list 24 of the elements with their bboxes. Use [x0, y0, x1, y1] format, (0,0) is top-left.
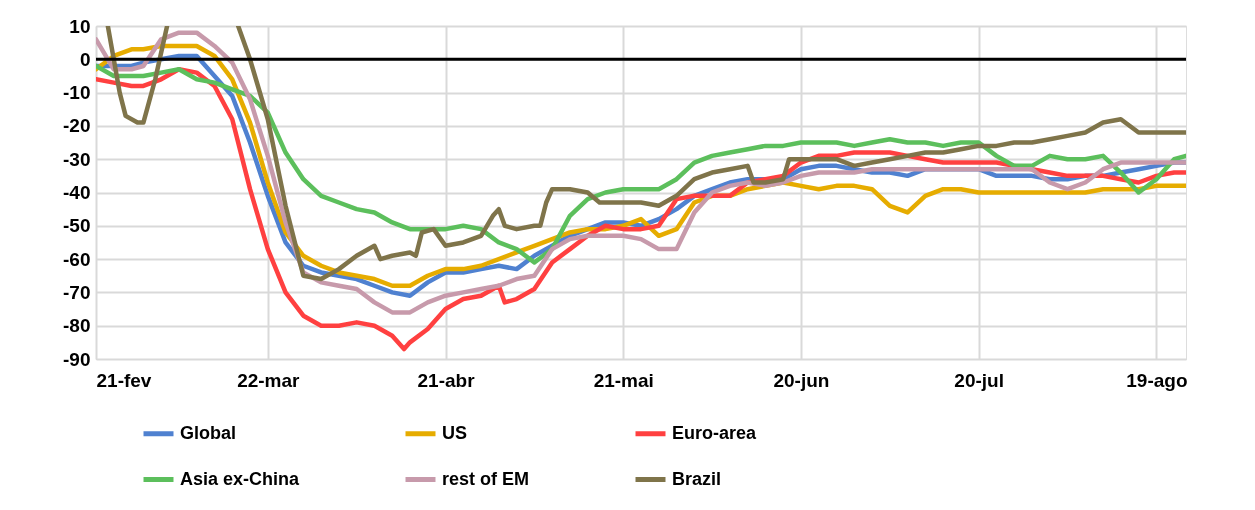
- y-tick-label: -40: [63, 182, 91, 203]
- legend-label: Euro-area: [672, 422, 758, 443]
- x-tick-label: 21-abr: [417, 369, 476, 391]
- x-tick-label: 20-jun: [773, 369, 830, 391]
- y-tick-label: -10: [63, 82, 91, 104]
- y-tick-label: 0: [79, 48, 91, 70]
- y-tick-label: -90: [63, 348, 91, 370]
- legend-label: Asia ex-China: [180, 468, 301, 489]
- x-tick-label: 22-mar: [237, 369, 301, 391]
- legend-label: rest of EM: [442, 468, 530, 489]
- legend-label: Brazil: [672, 468, 722, 489]
- y-tick-label: -50: [63, 215, 91, 237]
- y-tick-label: -30: [63, 148, 91, 170]
- y-tick-label: 10: [69, 15, 91, 37]
- x-tick-label: 21-mai: [593, 369, 654, 391]
- y-tick-label: -60: [63, 248, 91, 270]
- y-tick-label: -70: [63, 281, 91, 303]
- legend-label: Global: [180, 422, 237, 443]
- x-tick-label: 20-jul: [954, 369, 1004, 391]
- y-tick-label: -20: [63, 115, 91, 137]
- legend-label: US: [442, 422, 468, 443]
- x-tick-label: 21-fev: [96, 369, 152, 391]
- x-tick-label: 19-ago: [1126, 369, 1188, 391]
- y-tick-label: -80: [63, 315, 91, 337]
